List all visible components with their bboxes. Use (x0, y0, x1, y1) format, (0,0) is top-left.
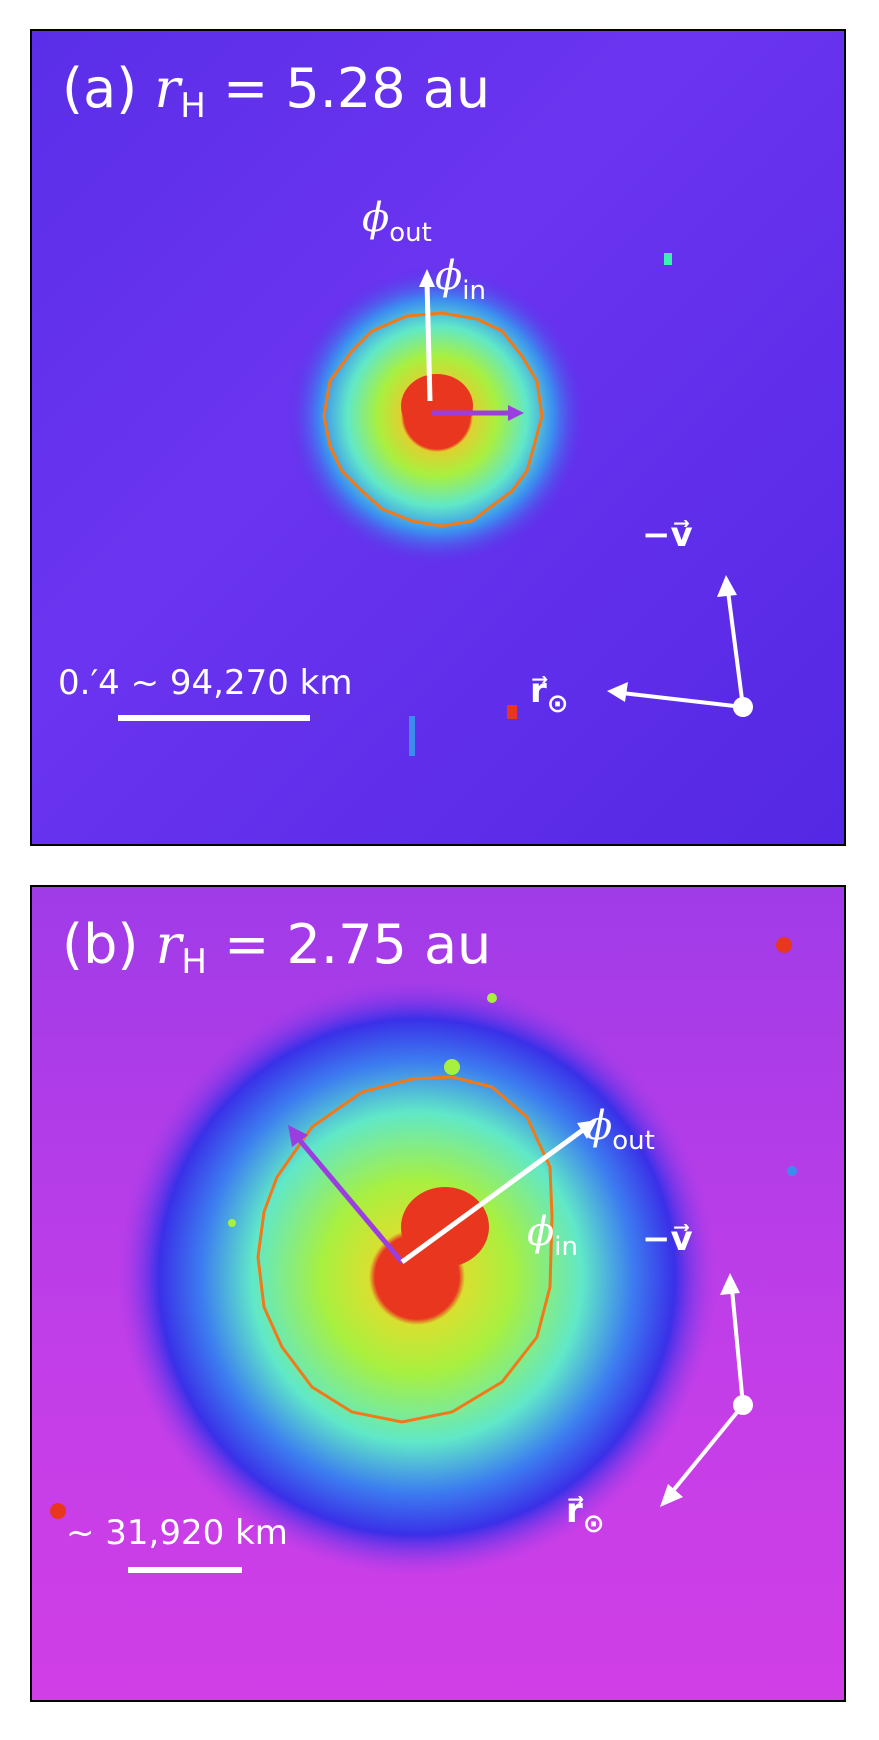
velocity-arrowhead (717, 575, 737, 597)
sun-arrow (670, 1403, 745, 1494)
panel-b: (b) rH = 2.75 au ϕout ϕin ~ 31,920 km −v… (30, 885, 846, 1702)
nucleus-core (401, 374, 473, 438)
star (787, 1166, 797, 1176)
phi-out-arrow (424, 280, 433, 402)
coma (117, 977, 717, 1577)
sun-arrow (621, 691, 744, 709)
phi-in-arrowhead (508, 405, 524, 421)
phi-out-arrowhead (577, 1120, 597, 1139)
sun-direction-label: r⃗⊙ (566, 1491, 605, 1539)
star (409, 716, 415, 756)
scale-label: ~ 31,920 km (66, 1513, 288, 1553)
phi-in-arrowhead (288, 1125, 308, 1147)
velocity-label: −v⃗ (642, 1219, 693, 1259)
coma-image (287, 253, 753, 756)
panel-title: (a) rH = 5.28 au (62, 57, 491, 126)
star (444, 1059, 460, 1075)
panel-a: (a) rH = 5.28 au ϕout ϕin 0.′4 ~ 94,270 … (30, 29, 846, 846)
panel-title: (b) rH = 2.75 au (62, 913, 492, 982)
star (507, 705, 517, 719)
coma-image (50, 937, 797, 1577)
phi-in-label: ϕin (527, 1209, 578, 1262)
phi-out-label: ϕout (585, 1103, 655, 1156)
sun-direction-label: r⃗⊙ (530, 671, 569, 719)
star (776, 937, 792, 953)
velocity-arrow (726, 590, 745, 708)
phi-in-arrow (295, 1135, 404, 1264)
scale-label: 0.′4 ~ 94,270 km (58, 663, 353, 703)
scale-bar (118, 715, 310, 721)
star (487, 993, 497, 1003)
phi-out-arrow (400, 1124, 589, 1265)
sun-arrowhead (660, 1484, 683, 1507)
star (228, 1219, 236, 1227)
phi-out-arrowhead (419, 269, 435, 287)
isophote-contour (322, 311, 544, 528)
star (664, 253, 672, 265)
scale-bar (128, 1567, 242, 1573)
velocity-label: −v⃗ (642, 515, 693, 555)
phi-out-label: ϕout (362, 195, 432, 248)
velocity-arrow (730, 1288, 745, 1406)
isophote-contour (256, 1075, 554, 1424)
velocity-arrowhead (720, 1273, 740, 1295)
star (50, 1503, 66, 1519)
sun-arrowhead (607, 682, 628, 702)
phi-in-label: ϕin (435, 253, 486, 306)
